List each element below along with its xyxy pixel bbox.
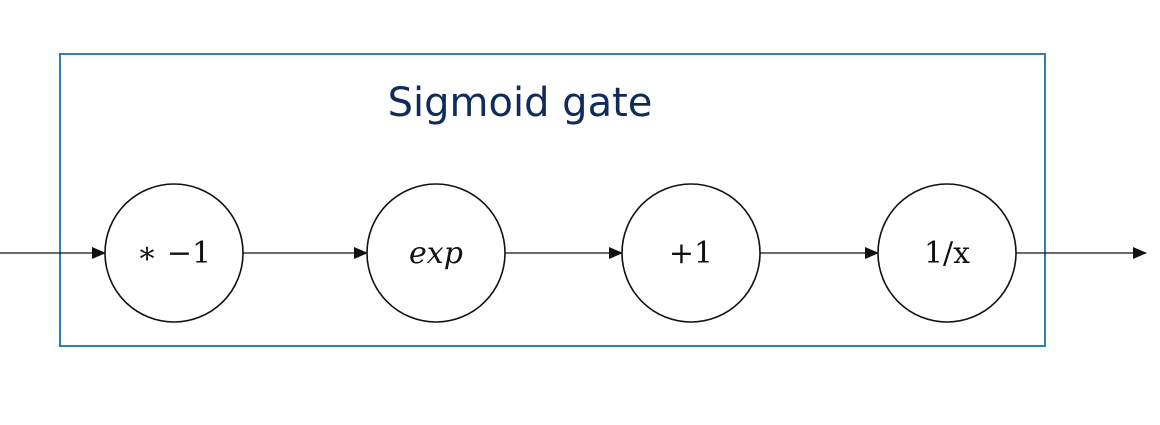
node-exp: exp (366, 183, 506, 323)
node-mult-neg1: ∗ −1 (104, 183, 244, 323)
node-circle (877, 183, 1017, 323)
node-label: 1/x (924, 236, 970, 271)
node-label: +1 (669, 236, 713, 271)
node-label: exp (409, 236, 463, 271)
node-reciprocal: 1/x (877, 183, 1017, 323)
node-plus1: +1 (621, 183, 761, 323)
gate-title: Sigmoid gate (388, 80, 653, 126)
node-circle (621, 183, 761, 323)
gate-box (59, 53, 1046, 347)
node-circle (366, 183, 506, 323)
node-circle (104, 183, 244, 323)
nodes-layer: ∗ −1 exp +1 1/x (104, 183, 1017, 323)
node-label: ∗ −1 (137, 236, 211, 271)
